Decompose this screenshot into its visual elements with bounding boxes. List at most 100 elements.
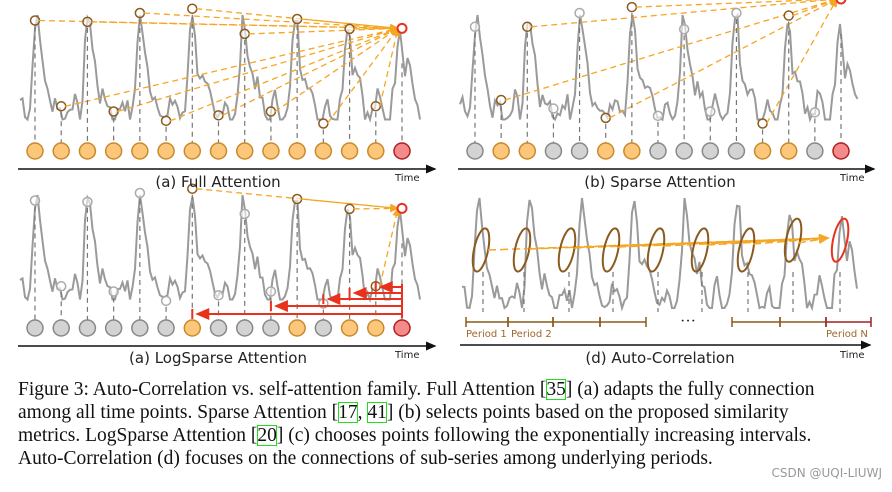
time-node [209, 319, 228, 337]
caption-text: among all time points. Sparse Attention … [18, 402, 339, 423]
subseries-ellipse [690, 227, 710, 273]
target-subseries-ellipse [830, 217, 850, 263]
query-point [291, 13, 303, 25]
caption-text: Figure 3: Auto-Correlation vs. self-atte… [18, 379, 547, 400]
time-node [104, 142, 123, 160]
query-point [574, 7, 585, 19]
query-point [55, 101, 67, 112]
query-point [652, 110, 664, 122]
query-point [134, 187, 146, 199]
caption-text: metrics. LogSparse Attention [ [18, 425, 258, 446]
query-point [600, 112, 611, 124]
panel-auto-correlation [460, 197, 872, 350]
subseries-ellipse [646, 227, 666, 273]
time-node [235, 142, 254, 160]
time-node [544, 142, 563, 160]
query-point [548, 103, 559, 114]
query-point [678, 23, 690, 35]
attention-link [65, 26, 400, 107]
attention-link [379, 27, 401, 107]
time-node [26, 319, 44, 337]
caption-text: , [357, 402, 368, 423]
subseries-ellipse [557, 227, 577, 273]
query-point [344, 203, 355, 215]
time-node [104, 319, 123, 337]
time-node [78, 142, 97, 160]
time-node [570, 142, 589, 160]
target-point [396, 202, 408, 214]
query-point [239, 28, 250, 40]
time-node [727, 142, 746, 160]
query-point [29, 15, 41, 26]
time-node [131, 319, 149, 337]
citation-link[interactable]: 41 [367, 402, 387, 423]
period-n-label: Period N [826, 329, 868, 340]
time-label: Time [394, 350, 419, 361]
time-node [675, 142, 693, 160]
query-point [108, 286, 119, 297]
target-point [396, 22, 408, 34]
time-node [779, 142, 798, 160]
caption-text: ] (b) selects points based on the propos… [386, 402, 789, 423]
time-node [466, 142, 484, 160]
time-node [596, 142, 615, 160]
attention-link [117, 26, 400, 113]
query-point [757, 118, 768, 129]
panel-full-attention [18, 3, 437, 174]
attention-link [609, 0, 839, 119]
time-node [262, 142, 280, 160]
panel-sparse-attention [458, 0, 876, 174]
time-label: Time [839, 173, 864, 184]
time-node [492, 142, 510, 160]
time-label: Time [394, 173, 419, 184]
citation-link[interactable]: 20 [257, 425, 277, 446]
query-point [134, 7, 146, 19]
watermark: CSDN @UQI-LIUWJ [771, 466, 882, 480]
subseries-ellipse [783, 217, 803, 263]
time-node [235, 319, 254, 337]
query-point [265, 106, 277, 117]
caption-text: ] (a) adapts the fully connection [565, 379, 815, 400]
query-point [469, 21, 481, 33]
attention-link [169, 27, 400, 122]
query-point [187, 3, 198, 14]
citation-link[interactable]: 17 [338, 402, 358, 423]
time-node [340, 142, 359, 160]
target-point [835, 0, 847, 5]
panel-a-label: (a) Full Attention [155, 173, 280, 191]
attention-link [531, 0, 839, 28]
panel-b-label: (b) Sparse Attention [584, 173, 735, 191]
subseries-ellipse [512, 227, 532, 273]
attention-link [274, 27, 400, 113]
panel-c-label: (a) LogSparse Attention [129, 349, 307, 367]
time-node [157, 142, 175, 160]
citation-link[interactable]: 35 [546, 379, 566, 400]
figure-3: (a) Full Attention Time (b) Sparse Atten… [18, 0, 876, 367]
query-point [82, 196, 93, 208]
attention-link [379, 207, 401, 287]
query-point [82, 16, 93, 28]
query-point [160, 115, 172, 127]
time-node [701, 142, 720, 160]
period-link [797, 235, 830, 244]
query-point [239, 208, 250, 220]
time-node [262, 319, 280, 337]
time-node [26, 142, 44, 160]
time-node [78, 319, 97, 337]
figure-caption: Figure 3: Auto-Correlation vs. self-atte… [18, 378, 888, 470]
time-node [623, 142, 641, 160]
time-node [209, 142, 228, 160]
attention-link [248, 24, 400, 35]
period-link [752, 234, 830, 245]
attention-link [222, 27, 400, 116]
caption-text: ] (c) chooses points following the expon… [276, 425, 812, 446]
query-point [626, 1, 638, 13]
query-point [522, 21, 533, 33]
time-node [340, 319, 359, 337]
attention-link [635, 0, 839, 8]
attention-link [143, 12, 400, 32]
time-node [367, 319, 385, 337]
attention-link [301, 18, 400, 32]
subseries-ellipse [471, 227, 491, 273]
time-node [832, 142, 850, 160]
